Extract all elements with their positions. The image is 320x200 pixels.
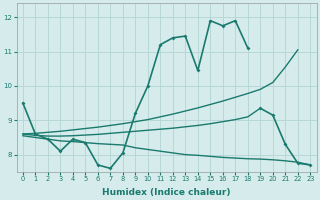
X-axis label: Humidex (Indice chaleur): Humidex (Indice chaleur): [102, 188, 231, 197]
